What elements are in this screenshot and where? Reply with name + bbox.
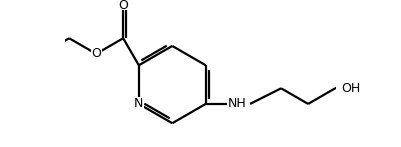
Text: OH: OH	[341, 82, 360, 95]
Text: O: O	[91, 47, 101, 60]
Text: NH: NH	[227, 97, 246, 110]
Text: O: O	[118, 0, 128, 12]
Text: N: N	[134, 97, 144, 110]
